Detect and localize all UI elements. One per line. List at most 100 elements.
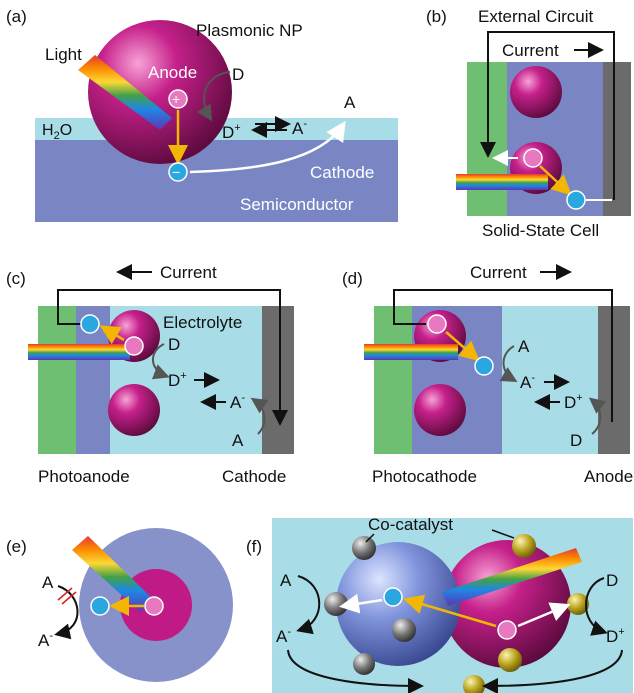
cocatalyst-label: Co-catalyst bbox=[368, 515, 453, 534]
anode-label: Anode bbox=[584, 467, 633, 486]
light-beam bbox=[364, 344, 458, 360]
dplus-label: D+ bbox=[222, 122, 241, 142]
panel-c: (c) Current Electrolyte D D+ A- A Photoa… bbox=[6, 263, 294, 486]
panel-e-tag: (e) bbox=[6, 537, 27, 556]
donor-arrow bbox=[151, 343, 170, 380]
electron-transfer-arrow bbox=[403, 594, 497, 628]
co-catalyst-particle bbox=[498, 648, 522, 672]
donor-label: D bbox=[232, 65, 244, 84]
current-label: Current bbox=[502, 41, 559, 60]
diffusion-arrow-left bbox=[287, 649, 424, 693]
circuit-wire bbox=[57, 289, 288, 426]
electron-symbol bbox=[566, 190, 586, 210]
panel-c-tag: (c) bbox=[6, 269, 26, 288]
electron-to-cocatalyst-arrow bbox=[339, 593, 383, 614]
electron-transfer-arrow bbox=[445, 331, 480, 362]
semiconductor-label: Semiconductor bbox=[240, 195, 354, 214]
acceptor-label: A bbox=[518, 337, 530, 356]
aminus-label: A- bbox=[230, 392, 245, 412]
green-contact bbox=[38, 306, 76, 454]
hole-symbol bbox=[497, 620, 517, 640]
donor-label: D bbox=[570, 431, 582, 450]
panel-a-tag: (a) bbox=[6, 7, 27, 26]
donor-arrow bbox=[588, 397, 607, 435]
circuit-wire bbox=[480, 31, 615, 200]
electron-flow-arrow bbox=[189, 120, 346, 174]
acceptor-arrow bbox=[54, 585, 79, 640]
aminus-label: A- bbox=[520, 372, 535, 392]
np-label: Plasmonic NP bbox=[196, 21, 303, 40]
cocatalyst-leader bbox=[491, 529, 515, 539]
panel-d-tag: (d) bbox=[342, 269, 363, 288]
nanoparticle bbox=[414, 384, 466, 436]
panel-d: (d) Current A A- D+ D Photocathode Anode bbox=[342, 263, 633, 486]
photoanode-label: Photoanode bbox=[38, 467, 130, 486]
blocked-mark bbox=[61, 591, 77, 605]
photocathode-label: Photocathode bbox=[372, 467, 477, 486]
electrolyte-label: Electrolyte bbox=[163, 313, 242, 332]
light-beam bbox=[78, 55, 172, 130]
electrolyte-region bbox=[502, 306, 598, 454]
dplus-label: D+ bbox=[564, 392, 583, 412]
electron-symbol bbox=[383, 587, 403, 607]
external-circuit-label: External Circuit bbox=[478, 7, 594, 26]
co-catalyst-particle bbox=[512, 534, 536, 558]
cathode-contact bbox=[262, 306, 294, 454]
green-contact bbox=[374, 306, 412, 454]
plasmonic-nanoparticle bbox=[88, 20, 232, 164]
co-catalyst-particle bbox=[324, 592, 348, 616]
co-catalyst-particle bbox=[353, 653, 375, 675]
panel-b-tag: (b) bbox=[426, 7, 447, 26]
current-label: Current bbox=[160, 263, 217, 282]
light-label: Light bbox=[45, 45, 82, 64]
electron-transfer-arrow bbox=[539, 165, 572, 196]
co-catalyst-particle bbox=[567, 593, 589, 615]
cocatalyst-leader bbox=[365, 533, 375, 543]
dplus-label: D+ bbox=[168, 370, 187, 390]
electron-symbol bbox=[168, 162, 188, 182]
light-beam bbox=[28, 344, 130, 360]
solid-state-cell-label: Solid-State Cell bbox=[482, 221, 599, 240]
water-label: H2O bbox=[42, 122, 72, 142]
co-catalyst-particle bbox=[352, 536, 376, 560]
blocked-mark bbox=[57, 587, 73, 601]
panel-f-tag: (f) bbox=[246, 537, 262, 556]
donor-arrow bbox=[196, 71, 231, 122]
hole-to-cocatalyst-arrow bbox=[517, 602, 571, 628]
light-beam bbox=[456, 174, 548, 190]
acceptor-label: A bbox=[42, 573, 54, 592]
panel-f: (f) Co-catalyst A A- D D+ bbox=[246, 515, 633, 693]
hole-symbol bbox=[168, 89, 188, 109]
electron-symbol bbox=[80, 314, 100, 334]
cathode-label: Cathode bbox=[222, 467, 286, 486]
hole-symbol bbox=[427, 314, 447, 334]
aminus-label: A- bbox=[38, 630, 53, 650]
hole-symbol bbox=[523, 148, 543, 168]
dplus-label: D+ bbox=[606, 626, 625, 646]
co-catalyst-particle bbox=[463, 675, 485, 693]
electron-symbol bbox=[474, 356, 494, 376]
aminus-label: A- bbox=[276, 626, 291, 646]
cathode-label: Cathode bbox=[310, 163, 374, 182]
donor-arrow bbox=[585, 577, 608, 636]
light-beam bbox=[442, 548, 582, 606]
acceptor-arrow bbox=[499, 345, 518, 382]
anode-contact bbox=[598, 306, 630, 454]
nanoparticle bbox=[510, 66, 562, 118]
anode-label: Anode bbox=[148, 63, 197, 82]
hole-symbol bbox=[144, 596, 164, 616]
current-label: Current bbox=[470, 263, 527, 282]
acceptor-label: A bbox=[232, 431, 244, 450]
hole-plus: + bbox=[172, 91, 180, 107]
aminus-label: A- bbox=[292, 118, 307, 138]
acceptor-label: A bbox=[344, 93, 356, 112]
hole-symbol bbox=[124, 336, 144, 356]
acceptor-arrow bbox=[296, 575, 321, 635]
panel-b: (b) External Circuit Current Solid-State… bbox=[426, 7, 631, 240]
donor-label: D bbox=[606, 571, 618, 590]
grey-contact bbox=[603, 62, 631, 216]
diffusion-arrow-right bbox=[482, 649, 623, 693]
panel-e: (e) A A- bbox=[6, 528, 233, 682]
co-catalyst-particle bbox=[392, 618, 416, 642]
